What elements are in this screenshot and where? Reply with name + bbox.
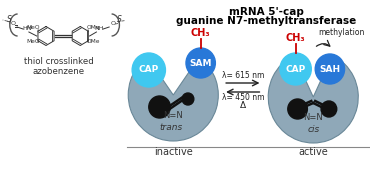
Text: trans: trans	[160, 123, 183, 132]
Text: N=N: N=N	[163, 111, 183, 121]
Circle shape	[149, 96, 170, 118]
Circle shape	[288, 99, 307, 119]
Circle shape	[315, 54, 345, 84]
Text: O: O	[11, 21, 16, 26]
Text: S: S	[7, 16, 12, 24]
Circle shape	[321, 101, 337, 117]
Text: CAP: CAP	[285, 65, 306, 74]
Text: N=N: N=N	[304, 114, 323, 122]
Text: MeO: MeO	[26, 39, 40, 44]
Text: SAH: SAH	[319, 65, 341, 74]
Circle shape	[132, 53, 166, 87]
Text: active: active	[298, 147, 328, 157]
Text: CH₃: CH₃	[191, 28, 211, 38]
Wedge shape	[268, 55, 358, 143]
Circle shape	[186, 48, 215, 78]
Text: CH₃: CH₃	[286, 33, 305, 43]
Text: cis: cis	[307, 125, 319, 134]
Text: λ= 615 nm: λ= 615 nm	[222, 71, 264, 80]
Text: O: O	[110, 21, 116, 26]
Text: guanine N7-methyltransferase: guanine N7-methyltransferase	[176, 16, 356, 26]
Text: λ= 450 nm: λ= 450 nm	[222, 93, 264, 102]
Text: MeO: MeO	[26, 25, 40, 30]
Text: SAM: SAM	[189, 58, 212, 68]
Text: NH: NH	[94, 26, 104, 31]
Text: Δ: Δ	[240, 101, 246, 110]
Text: methylation: methylation	[318, 28, 365, 37]
Text: OMe: OMe	[86, 25, 100, 30]
Text: S: S	[117, 16, 122, 24]
Wedge shape	[128, 57, 218, 141]
Text: mRNA 5'-cap: mRNA 5'-cap	[229, 7, 304, 17]
Circle shape	[182, 93, 194, 105]
Text: CAP: CAP	[139, 65, 159, 75]
Text: OMe: OMe	[86, 39, 100, 44]
Text: thiol crosslinked
azobenzene: thiol crosslinked azobenzene	[24, 57, 94, 76]
Text: HN: HN	[22, 26, 32, 31]
Text: inactive: inactive	[154, 147, 193, 157]
Circle shape	[280, 53, 311, 85]
